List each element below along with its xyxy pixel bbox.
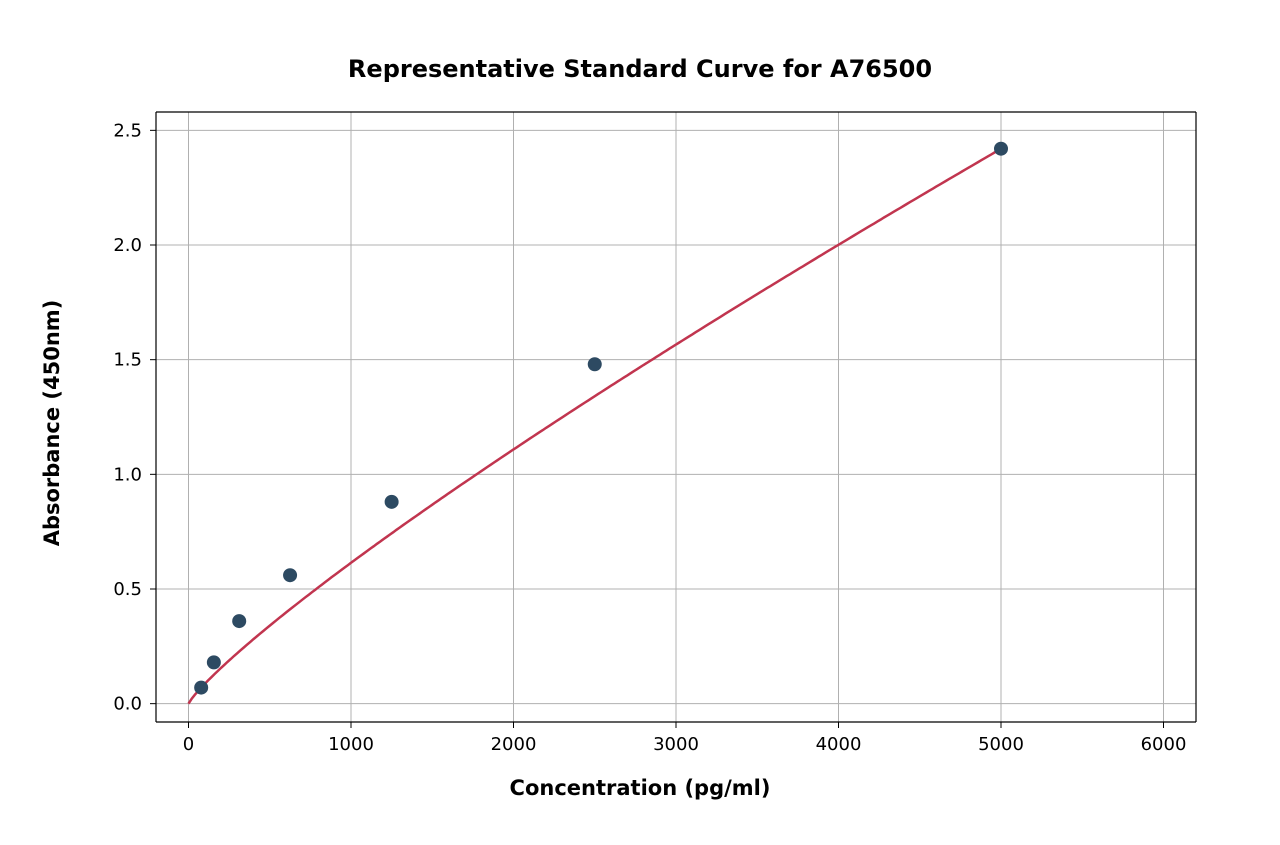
svg-text:0.5: 0.5 (113, 579, 142, 600)
chart-container: Representative Standard Curve for A76500… (0, 0, 1280, 845)
svg-text:2.5: 2.5 (113, 120, 142, 141)
svg-text:5000: 5000 (978, 734, 1024, 755)
svg-text:0.0: 0.0 (113, 694, 142, 715)
svg-text:4000: 4000 (816, 734, 862, 755)
svg-text:0: 0 (183, 734, 194, 755)
svg-text:1000: 1000 (328, 734, 374, 755)
svg-text:2000: 2000 (491, 734, 537, 755)
svg-text:1.5: 1.5 (113, 350, 142, 371)
svg-text:2.0: 2.0 (113, 235, 142, 256)
svg-text:3000: 3000 (653, 734, 699, 755)
svg-text:6000: 6000 (1141, 734, 1187, 755)
svg-text:1.0: 1.0 (113, 464, 142, 485)
chart-svg: 0 1000 2000 3000 4000 5000 6000 0.0 0.5 1.0 1.5 2.0… (0, 0, 1280, 845)
